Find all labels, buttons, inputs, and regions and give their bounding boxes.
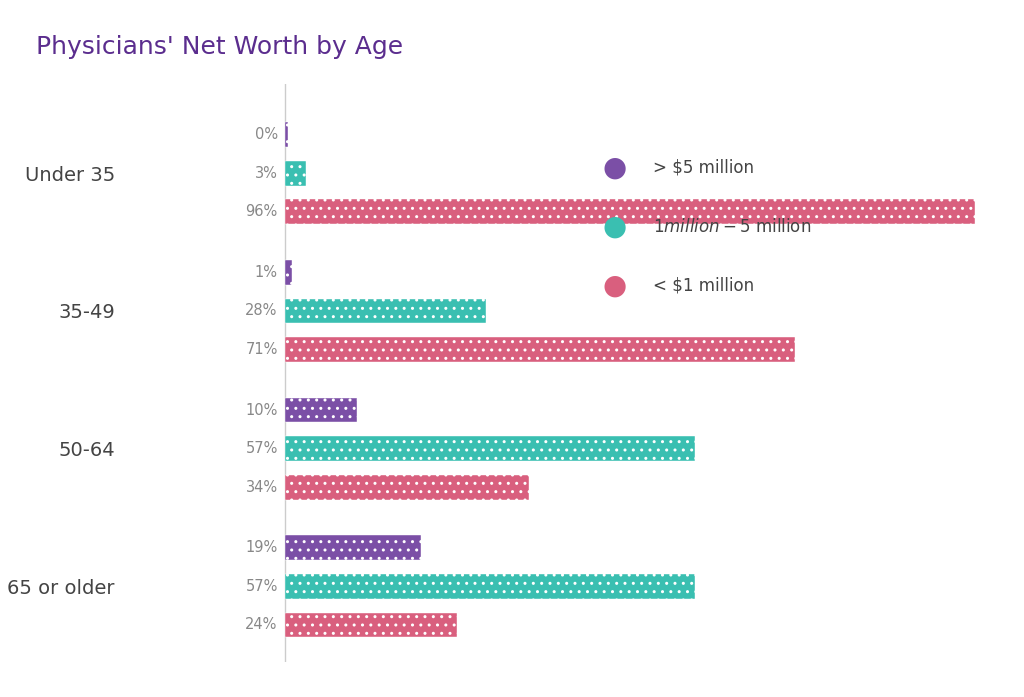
Text: 24%: 24% bbox=[246, 618, 278, 632]
Bar bbox=[285, 199, 975, 224]
Text: 96%: 96% bbox=[246, 204, 278, 220]
Text: > $5 million: > $5 million bbox=[653, 158, 755, 176]
Text: 34%: 34% bbox=[246, 480, 278, 495]
Text: 3%: 3% bbox=[255, 166, 278, 181]
Text: $1 million-$5 million: $1 million-$5 million bbox=[653, 217, 811, 236]
Text: 57%: 57% bbox=[246, 441, 278, 456]
Bar bbox=[285, 475, 529, 500]
Text: 10%: 10% bbox=[246, 403, 278, 418]
Text: 71%: 71% bbox=[246, 342, 278, 357]
Bar bbox=[285, 574, 694, 599]
Text: 57%: 57% bbox=[246, 579, 278, 594]
Text: 1%: 1% bbox=[255, 265, 278, 279]
Text: ●: ● bbox=[602, 272, 627, 300]
Bar bbox=[285, 398, 356, 422]
Bar bbox=[285, 122, 288, 147]
Bar bbox=[285, 613, 458, 637]
Bar bbox=[285, 436, 694, 461]
Text: Physicians' Net Worth by Age: Physicians' Net Worth by Age bbox=[36, 35, 403, 59]
Text: 0%: 0% bbox=[255, 127, 278, 142]
Bar bbox=[285, 161, 306, 185]
Bar bbox=[285, 535, 422, 560]
Text: < $1 million: < $1 million bbox=[653, 277, 755, 295]
Text: 19%: 19% bbox=[246, 540, 278, 556]
Text: ●: ● bbox=[602, 213, 627, 240]
Bar bbox=[285, 298, 486, 323]
Text: ●: ● bbox=[602, 153, 627, 181]
Text: 28%: 28% bbox=[246, 303, 278, 319]
Bar bbox=[285, 260, 292, 285]
Bar bbox=[285, 337, 795, 362]
